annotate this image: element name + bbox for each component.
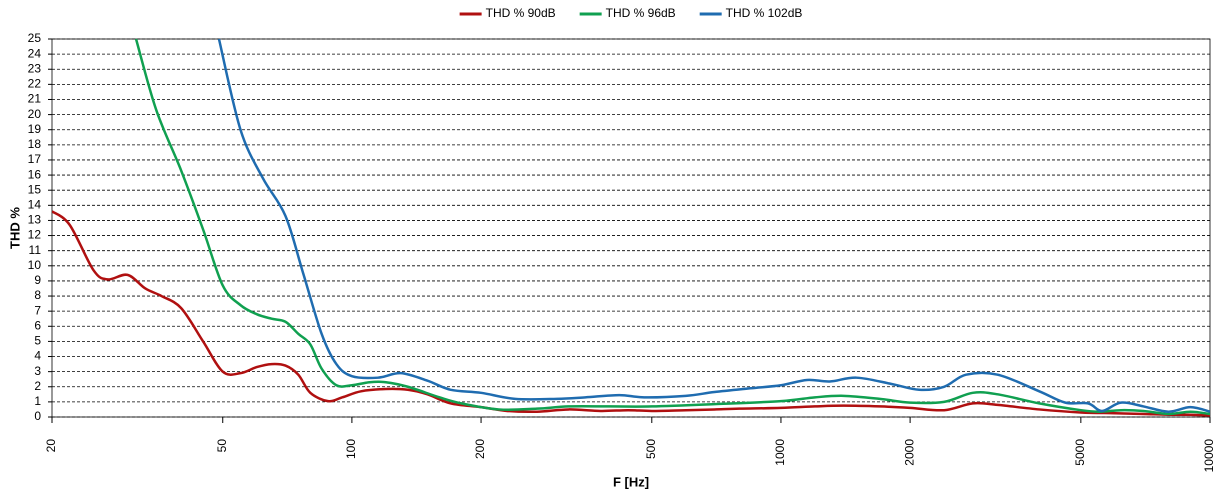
legend-item: THD % 90dB	[459, 6, 556, 20]
y-tick-label: 20	[28, 107, 42, 121]
y-tick-label: 9	[34, 273, 41, 287]
y-tick-label: 4	[34, 349, 41, 363]
y-tick-label: 25	[28, 31, 42, 45]
y-tick-label: 8	[34, 288, 41, 302]
x-tick-label: 50	[215, 439, 229, 453]
legend-label: THD % 102dB	[726, 6, 803, 20]
y-tick-label: 17	[28, 152, 42, 166]
y-axis-title: THD %	[7, 207, 22, 249]
series-line	[52, 210, 1210, 417]
y-tick-label: 7	[34, 303, 41, 317]
x-tick-label: 500	[644, 439, 658, 459]
x-tick-label: 1000	[773, 439, 787, 466]
x-tick-label: 20	[44, 439, 58, 453]
legend-label: THD % 90dB	[486, 6, 556, 20]
y-tick-label: 5	[34, 334, 41, 348]
x-tick-label: 100	[344, 439, 358, 459]
x-tick-label: 2000	[902, 439, 916, 466]
y-tick-label: 11	[29, 243, 42, 257]
y-tick-label: 15	[28, 182, 42, 196]
x-axis-title: F [Hz]	[613, 474, 649, 489]
y-tick-label: 16	[28, 167, 42, 181]
y-tick-label: 10	[28, 258, 42, 272]
y-tick-label: 22	[28, 77, 42, 91]
series-line	[134, 38, 1210, 416]
y-tick-label: 13	[28, 213, 42, 227]
y-tick-label: 14	[28, 197, 42, 211]
y-tick-label: 6	[34, 318, 41, 332]
y-tick-label: 1	[34, 394, 41, 408]
series-line	[217, 38, 1210, 413]
legend-item: THD % 102dB	[699, 6, 803, 20]
x-tick-label: 200	[473, 439, 487, 459]
y-tick-label: 0	[34, 409, 41, 423]
y-tick-label: 3	[34, 364, 41, 378]
x-tick-label: 10000	[1202, 439, 1216, 473]
y-tick-label: 24	[28, 46, 42, 60]
x-tick-label: 5000	[1073, 439, 1087, 466]
y-tick-label: 18	[28, 137, 42, 151]
legend-label: THD % 96dB	[606, 6, 676, 20]
y-tick-label: 19	[28, 122, 42, 136]
y-tick-label: 2	[34, 379, 41, 393]
y-tick-label: 23	[28, 61, 42, 75]
y-tick-label: 12	[28, 228, 42, 242]
plot-frame	[51, 38, 1211, 418]
legend-item: THD % 96dB	[579, 6, 676, 20]
y-tick-label: 21	[28, 92, 42, 106]
